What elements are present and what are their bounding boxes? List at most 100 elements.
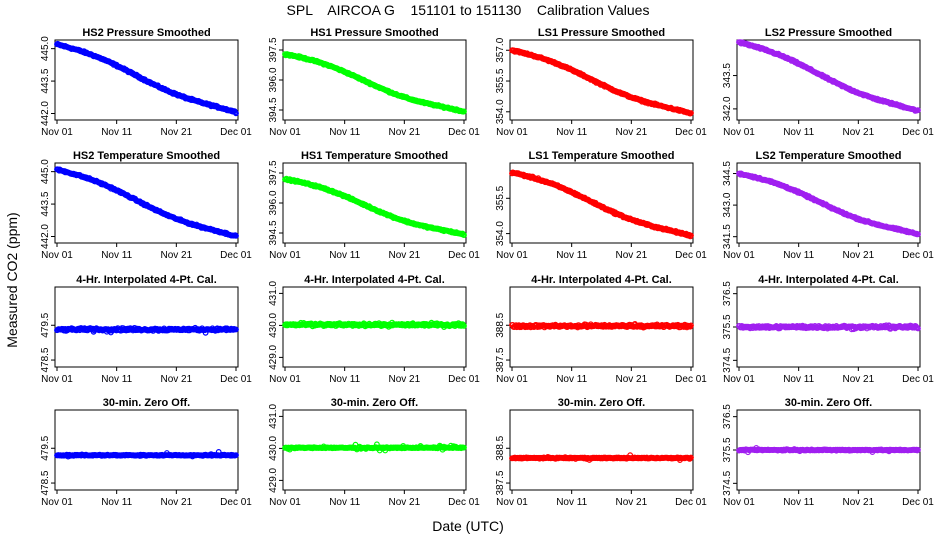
x-tick-label: Nov 11 bbox=[556, 497, 587, 508]
y-tick-label: 387.5 bbox=[495, 470, 506, 495]
y-tick-label: 443.5 bbox=[40, 191, 51, 216]
data-point bbox=[688, 232, 694, 239]
panel-title: LS1 Temperature Smoothed bbox=[529, 150, 675, 162]
y-tick-label: 374.5 bbox=[722, 347, 733, 372]
x-tick-label: Dec 01 bbox=[448, 127, 480, 138]
y-tick-label: 429.0 bbox=[268, 344, 279, 369]
x-tick-label: Dec 01 bbox=[675, 127, 707, 138]
x-tick-label: Nov 21 bbox=[615, 374, 647, 385]
y-tick-label: 355.5 bbox=[495, 68, 506, 93]
data-point bbox=[915, 325, 921, 332]
x-tick-label: Nov 01 bbox=[496, 250, 528, 261]
x-tick-label: Nov 11 bbox=[783, 250, 814, 261]
x-tick-label: Nov 11 bbox=[556, 250, 587, 261]
y-tick-label: 479.5 bbox=[40, 312, 51, 337]
panel-14: 30-min. Zero Off. 429.0 430.0 431.0 Nov 01 No… bbox=[268, 397, 480, 508]
panel-frame bbox=[509, 409, 694, 491]
panel-frame bbox=[736, 162, 921, 244]
x-tick-label: Dec 01 bbox=[902, 127, 934, 138]
x-tick-label: Nov 11 bbox=[101, 374, 132, 385]
x-tick-label: Nov 21 bbox=[842, 127, 874, 138]
data-point bbox=[461, 323, 467, 329]
panel-2: HS1 Pressure Smoothed 394.5 396.0 397.5 Nov … bbox=[268, 27, 480, 138]
x-tick-label: Nov 21 bbox=[160, 497, 192, 508]
y-tick-label: 354.0 bbox=[495, 99, 506, 124]
y-tick-label: 357.0 bbox=[495, 37, 506, 62]
panel-title: LS2 Pressure Smoothed bbox=[765, 27, 892, 39]
panel-frame bbox=[509, 39, 694, 121]
x-tick-label: Nov 21 bbox=[388, 250, 420, 261]
x-tick-label: Nov 11 bbox=[556, 127, 587, 138]
panel-1: HS2 Pressure Smoothed 442.0 443.5 445.0 Nov … bbox=[40, 27, 252, 138]
x-tick-label: Dec 01 bbox=[448, 374, 480, 385]
y-tick-label: 388.5 bbox=[495, 312, 506, 337]
series-LS2-points bbox=[736, 170, 921, 238]
panel-frame bbox=[54, 162, 239, 244]
y-tick-label: 376.5 bbox=[722, 404, 733, 429]
data-point bbox=[915, 107, 921, 114]
y-tick-label: 397.5 bbox=[268, 37, 279, 62]
x-tick-label: Nov 11 bbox=[101, 497, 132, 508]
y-tick-label: 354.0 bbox=[495, 221, 506, 246]
panel-title: 4-Hr. Interpolated 4-Pt. Cal. bbox=[304, 274, 445, 286]
x-tick-label: Dec 01 bbox=[675, 374, 707, 385]
x-tick-label: Nov 21 bbox=[388, 497, 420, 508]
y-tick-label: 394.5 bbox=[268, 97, 279, 122]
x-tick-label: Nov 01 bbox=[723, 497, 755, 508]
panel-10: 4-Hr. Interpolated 4-Pt. Cal. 429.0 430.0 4… bbox=[268, 274, 480, 385]
panel-title: HS1 Temperature Smoothed bbox=[301, 150, 448, 162]
x-tick-label: Nov 21 bbox=[160, 250, 192, 261]
x-tick-label: Nov 21 bbox=[615, 250, 647, 261]
panel-title: LS2 Temperature Smoothed bbox=[756, 150, 902, 162]
x-tick-label: Nov 11 bbox=[329, 374, 360, 385]
y-tick-label: 341.5 bbox=[722, 224, 733, 249]
data-point bbox=[915, 446, 921, 453]
panel-4: LS2 Pressure Smoothed 342.0 343.5 Nov 01 Nov… bbox=[722, 27, 934, 138]
panel-7: LS1 Temperature Smoothed 354.0 355.5 Nov 01… bbox=[495, 150, 707, 261]
panel-frame bbox=[54, 39, 239, 121]
data-point bbox=[688, 110, 694, 116]
x-tick-label: Nov 01 bbox=[269, 250, 301, 261]
x-tick-label: Nov 11 bbox=[556, 374, 587, 385]
data-point bbox=[914, 447, 921, 454]
panel-title: 4-Hr. Interpolated 4-Pt. Cal. bbox=[76, 274, 217, 286]
y-tick-label: 396.0 bbox=[268, 67, 279, 92]
x-tick-label: Nov 01 bbox=[269, 127, 301, 138]
y-tick-label: 445.0 bbox=[40, 159, 51, 184]
panel-5: HS2 Temperature Smoothed 442.0 443.5 445.0 N… bbox=[40, 150, 252, 261]
x-tick-label: Nov 21 bbox=[842, 497, 874, 508]
y-tick-label: 442.0 bbox=[40, 101, 51, 126]
y-tick-label: 429.0 bbox=[268, 467, 279, 492]
x-tick-label: Nov 11 bbox=[783, 497, 814, 508]
series-LS1-points bbox=[509, 47, 694, 117]
x-tick-label: Nov 21 bbox=[388, 374, 420, 385]
y-tick-label: 396.0 bbox=[268, 190, 279, 215]
x-tick-label: Dec 01 bbox=[220, 497, 252, 508]
x-tick-label: Nov 01 bbox=[41, 497, 73, 508]
series-HS2-points bbox=[54, 166, 239, 239]
panel-title: HS1 Pressure Smoothed bbox=[310, 27, 438, 39]
panel-11: 4-Hr. Interpolated 4-Pt. Cal. 387.5 388.5 N… bbox=[495, 274, 707, 385]
x-tick-label: Nov 01 bbox=[41, 250, 73, 261]
page-title: SPL AIRCOA G 151101 to 151130 Calibratio… bbox=[286, 2, 650, 18]
series-HS1-points bbox=[282, 319, 467, 331]
x-tick-label: Nov 01 bbox=[723, 127, 755, 138]
data-point bbox=[915, 231, 921, 238]
data-point bbox=[461, 232, 467, 239]
y-tick-label: 479.5 bbox=[40, 435, 51, 460]
panel-12: 4-Hr. Interpolated 4-Pt. Cal. 374.5 375.5 3… bbox=[722, 274, 934, 385]
x-tick-label: Nov 11 bbox=[329, 497, 360, 508]
y-tick-label: 431.0 bbox=[268, 280, 279, 305]
series-HS1-points bbox=[282, 51, 467, 115]
panel-title: 4-Hr. Interpolated 4-Pt. Cal. bbox=[758, 274, 899, 286]
x-tick-label: Nov 01 bbox=[496, 497, 528, 508]
series-LS1-points bbox=[509, 169, 694, 240]
panel-frame bbox=[54, 409, 239, 491]
data-point bbox=[688, 322, 694, 329]
series-HS2-points bbox=[54, 324, 239, 336]
series-LS1-points bbox=[509, 452, 694, 464]
x-tick-label: Nov 21 bbox=[615, 127, 647, 138]
x-tick-label: Nov 21 bbox=[842, 374, 874, 385]
panel-title: 4-Hr. Interpolated 4-Pt. Cal. bbox=[531, 274, 672, 286]
